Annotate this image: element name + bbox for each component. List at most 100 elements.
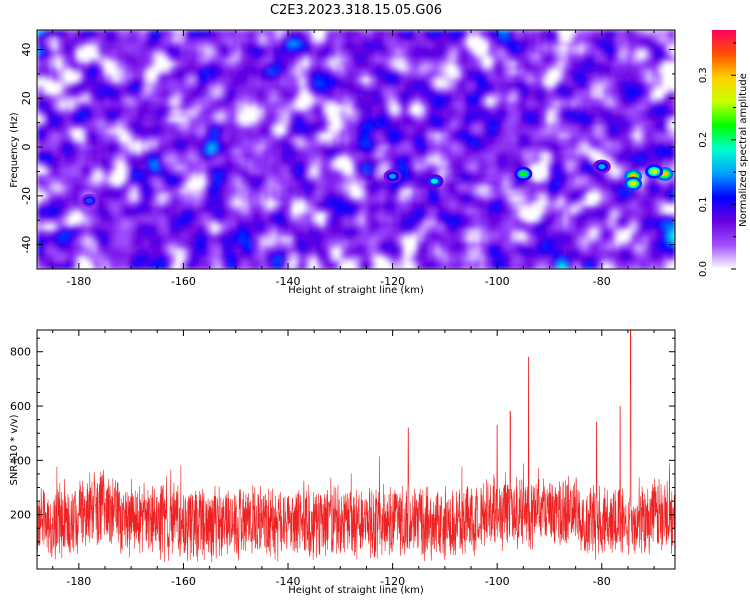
heatmap-cell: [671, 69, 675, 75]
heatmap-cell: [200, 73, 206, 79]
heatmap-cell: [603, 49, 608, 55]
heatmap-cell: [471, 113, 477, 119]
heatmap-cell: [595, 125, 600, 131]
heatmap-cell: [423, 121, 429, 127]
heatmap-cell: [344, 93, 349, 99]
heatmap-cell: [639, 145, 644, 151]
heatmap-cell: [435, 145, 441, 151]
heatmap-cell: [375, 93, 381, 99]
heatmap-cell: [363, 61, 369, 67]
heatmap-cell: [280, 93, 285, 99]
heatmap-cell: [403, 141, 409, 147]
heatmap-cell: [483, 85, 489, 91]
heatmap-cell: [304, 73, 309, 79]
heatmap-cell: [419, 49, 425, 55]
heatmap-cell: [667, 121, 672, 127]
heatmap-cell: [659, 121, 664, 127]
heatmap-cell: [332, 101, 337, 107]
heatmap-cell: [599, 129, 604, 135]
heatmap-cell: [439, 41, 445, 47]
heatmap-cell: [371, 57, 377, 63]
heatmap-cell: [288, 141, 293, 147]
heatmap-cell: [332, 85, 337, 91]
heatmap-cell: [192, 81, 198, 87]
heatmap-cell: [272, 37, 277, 43]
heatmap-cell: [519, 61, 525, 67]
heatmap-cell: [112, 149, 118, 155]
heatmap-cell: [555, 37, 560, 43]
heatmap-cell: [112, 93, 118, 99]
heatmap-cell: [651, 53, 656, 59]
heatmap-cell: [272, 81, 277, 87]
heatmap-cell: [40, 117, 46, 123]
heatmap-cell: [132, 69, 138, 75]
heatmap-cell: [547, 57, 552, 63]
heatmap-cell: [224, 141, 229, 147]
heatmap-cell: [180, 89, 186, 95]
heatmap-cell: [635, 113, 640, 119]
heatmap-cell: [643, 33, 648, 39]
heatmap-cell: [68, 121, 74, 127]
heatmap-cell: [363, 41, 369, 47]
heatmap-cell: [631, 137, 636, 143]
heatmap-cell: [144, 53, 150, 59]
heatmap-cell: [76, 121, 82, 127]
heatmap-cell: [332, 45, 337, 51]
heatmap-cell: [228, 133, 233, 139]
heatmap-cell: [52, 45, 58, 51]
heatmap-cell: [288, 133, 293, 139]
heatmap-cell: [352, 149, 357, 155]
heatmap-cell: [248, 69, 253, 75]
heatmap-cell: [236, 105, 241, 111]
heatmap-cell: [643, 53, 648, 59]
heatmap-cell: [439, 145, 445, 151]
heatmap-cell: [68, 97, 74, 103]
heatmap-cell: [559, 133, 564, 139]
heatmap-cell: [344, 69, 349, 75]
heatmap-cell: [475, 117, 481, 123]
heatmap-cell: [531, 129, 537, 135]
heatmap-cell: [455, 97, 461, 103]
heatmap-cell: [104, 73, 110, 79]
heatmap-cell: [523, 133, 529, 139]
heatmap-cell: [256, 145, 261, 151]
heatmap-cell: [651, 121, 656, 127]
heatmap-cell: [651, 45, 656, 51]
heatmap-cell: [180, 77, 186, 83]
heatmap-cell: [555, 109, 560, 115]
heatmap-cell: [583, 57, 588, 63]
heatmap-cell: [160, 33, 166, 39]
heatmap-cell: [539, 137, 545, 143]
heatmap-cell: [80, 30, 86, 35]
heatmap-cell: [539, 145, 545, 151]
heatmap-cell: [635, 149, 640, 155]
heatmap-cell: [320, 125, 325, 131]
heatmap-cell: [52, 121, 58, 127]
heatmap-cell: [427, 85, 433, 91]
heatmap-cell: [643, 145, 648, 151]
heatmap-cell: [76, 49, 82, 55]
heatmap-cell: [268, 101, 273, 107]
heatmap-cell: [196, 117, 202, 123]
heatmap-cell: [37, 133, 42, 139]
heatmap-cell: [348, 41, 353, 47]
heatmap-cell: [559, 117, 564, 123]
heatmap-cell: [363, 113, 369, 119]
heatmap-cell: [108, 129, 114, 135]
heatmap-cell: [160, 109, 166, 115]
heatmap-cell: [395, 141, 401, 147]
heatmap-cell: [563, 77, 568, 83]
heatmap-cell: [507, 61, 513, 67]
heatmap-cell: [659, 73, 664, 79]
heatmap-cell: [499, 57, 505, 63]
heatmap-cell: [208, 137, 214, 143]
heatmap-cell: [288, 45, 293, 51]
heatmap-cell: [336, 49, 341, 55]
heatmap-cell: [507, 37, 513, 43]
heatmap-cell: [328, 41, 333, 47]
heatmap-cell: [511, 101, 517, 107]
heatmap-cell: [391, 45, 397, 51]
heatmap-cell: [647, 65, 652, 71]
heatmap-cell: [471, 57, 477, 63]
heatmap-cell: [659, 145, 664, 151]
